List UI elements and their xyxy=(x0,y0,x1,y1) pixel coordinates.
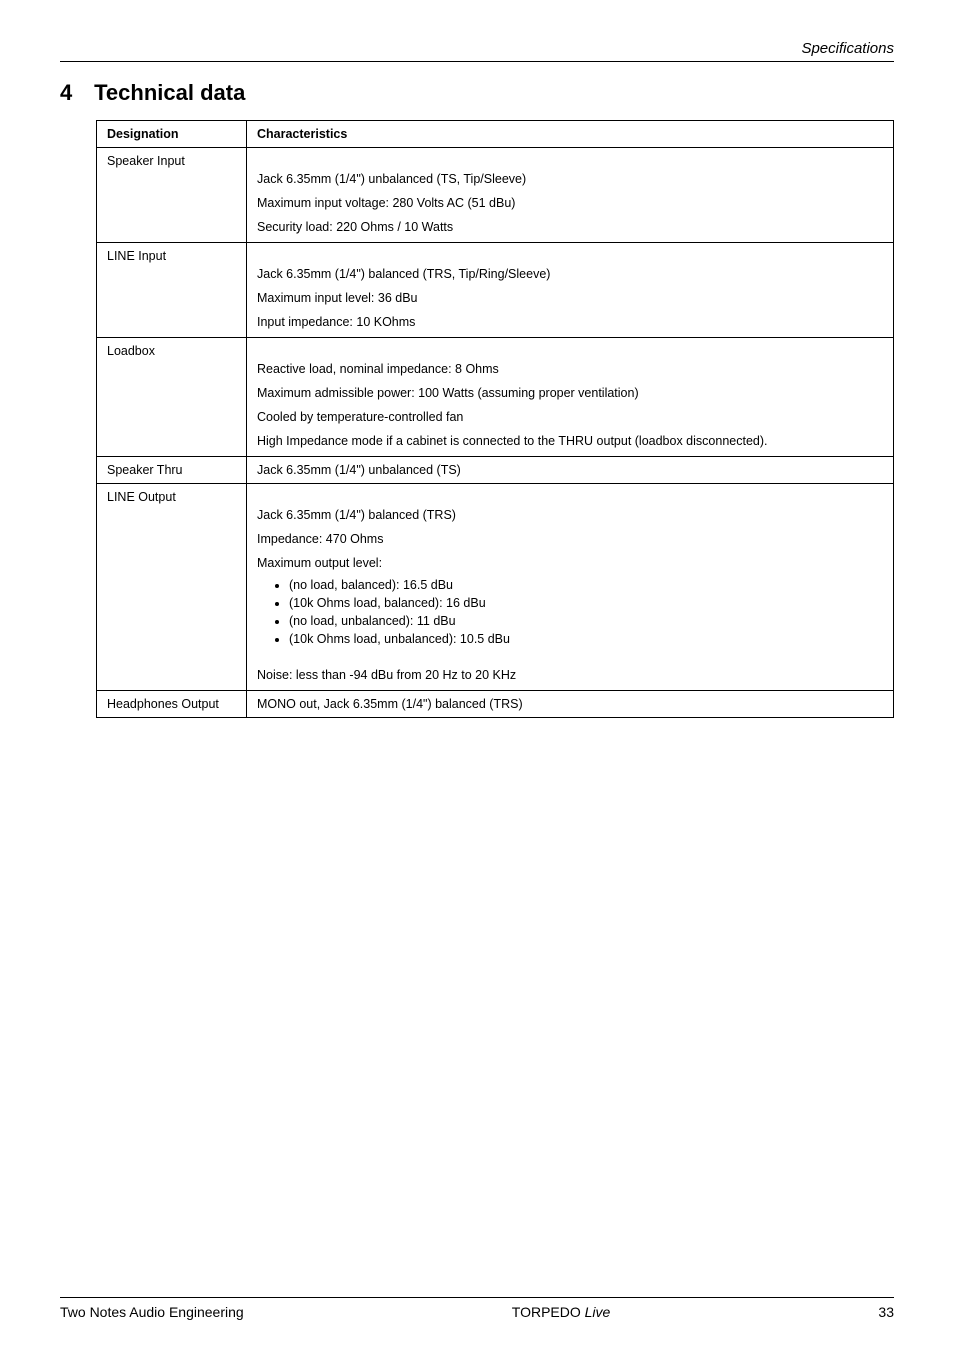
table-row: Speaker Thru Jack 6.35mm (1/4") unbalanc… xyxy=(97,457,894,484)
table-row: LINE Output Jack 6.35mm (1/4") balanced … xyxy=(97,484,894,691)
cell-designation: Speaker Input xyxy=(97,148,247,243)
page-footer: Two Notes Audio Engineering TORPEDO Live… xyxy=(60,1297,894,1320)
footer-left: Two Notes Audio Engineering xyxy=(60,1304,244,1320)
cell-characteristics: Jack 6.35mm (1/4") balanced (TRS) Impeda… xyxy=(247,484,894,691)
table-row: Headphones Output MONO out, Jack 6.35mm … xyxy=(97,691,894,718)
cell-designation: Loadbox xyxy=(97,338,247,457)
cell-characteristics: Jack 6.35mm (1/4") balanced (TRS, Tip/Ri… xyxy=(247,243,894,338)
spec-line: Noise: less than -94 dBu from 20 Hz to 2… xyxy=(257,652,883,684)
bullet-item: (10k Ohms load, balanced): 16 dBu xyxy=(289,594,883,612)
section-number: 4 xyxy=(60,80,88,106)
footer-center-prefix: TORPEDO xyxy=(512,1304,585,1320)
spec-line: Reactive load, nominal impedance: 8 Ohms xyxy=(257,344,883,378)
cell-designation: LINE Input xyxy=(97,243,247,338)
footer-center-italic: Live xyxy=(585,1304,611,1320)
cell-designation: LINE Output xyxy=(97,484,247,691)
spec-line: Cooled by temperature-controlled fan xyxy=(257,402,883,426)
spec-line: Jack 6.35mm (1/4") unbalanced (TS, Tip/S… xyxy=(257,154,883,188)
col-header-characteristics: Characteristics xyxy=(247,121,894,148)
cell-characteristics: Jack 6.35mm (1/4") unbalanced (TS, Tip/S… xyxy=(247,148,894,243)
spec-line: Jack 6.35mm (1/4") balanced (TRS, Tip/Ri… xyxy=(257,249,883,283)
bullet-list: (no load, balanced): 16.5 dBu (10k Ohms … xyxy=(289,576,883,648)
spec-line: Maximum input level: 36 dBu xyxy=(257,283,883,307)
spec-table: Designation Characteristics Speaker Inpu… xyxy=(96,120,894,718)
page-header: Specifications xyxy=(60,40,894,62)
section-title: 4 Technical data xyxy=(60,80,894,106)
section-title-text: Technical data xyxy=(94,80,245,105)
col-header-designation: Designation xyxy=(97,121,247,148)
spec-line: Maximum input voltage: 280 Volts AC (51 … xyxy=(257,188,883,212)
table-wrapper: Designation Characteristics Speaker Inpu… xyxy=(96,120,894,718)
cell-designation: Speaker Thru xyxy=(97,457,247,484)
spec-line: Input impedance: 10 KOhms xyxy=(257,307,883,331)
table-row: LINE Input Jack 6.35mm (1/4") balanced (… xyxy=(97,243,894,338)
footer-page-number: 33 xyxy=(878,1304,894,1320)
header-right-label: Specifications xyxy=(801,40,894,57)
bullet-item: (no load, unbalanced): 11 dBu xyxy=(289,612,883,630)
cell-characteristics: MONO out, Jack 6.35mm (1/4") balanced (T… xyxy=(247,691,894,718)
spec-line: Jack 6.35mm (1/4") balanced (TRS) xyxy=(257,490,883,524)
cell-characteristics: Jack 6.35mm (1/4") unbalanced (TS) xyxy=(247,457,894,484)
table-row: Speaker Input Jack 6.35mm (1/4") unbalan… xyxy=(97,148,894,243)
cell-characteristics: Reactive load, nominal impedance: 8 Ohms… xyxy=(247,338,894,457)
table-row: Loadbox Reactive load, nominal impedance… xyxy=(97,338,894,457)
spec-line: Maximum output level: xyxy=(257,548,883,572)
page: Specifications 4 Technical data Designat… xyxy=(0,0,954,1350)
footer-center: TORPEDO Live xyxy=(244,1304,879,1320)
spec-line: Security load: 220 Ohms / 10 Watts xyxy=(257,212,883,236)
cell-designation: Headphones Output xyxy=(97,691,247,718)
bullet-item: (no load, balanced): 16.5 dBu xyxy=(289,576,883,594)
spec-line: High Impedance mode if a cabinet is conn… xyxy=(257,426,883,450)
spec-line: Maximum admissible power: 100 Watts (ass… xyxy=(257,378,883,402)
bullet-item: (10k Ohms load, unbalanced): 10.5 dBu xyxy=(289,630,883,648)
spec-line: Impedance: 470 Ohms xyxy=(257,524,883,548)
table-header-row: Designation Characteristics xyxy=(97,121,894,148)
